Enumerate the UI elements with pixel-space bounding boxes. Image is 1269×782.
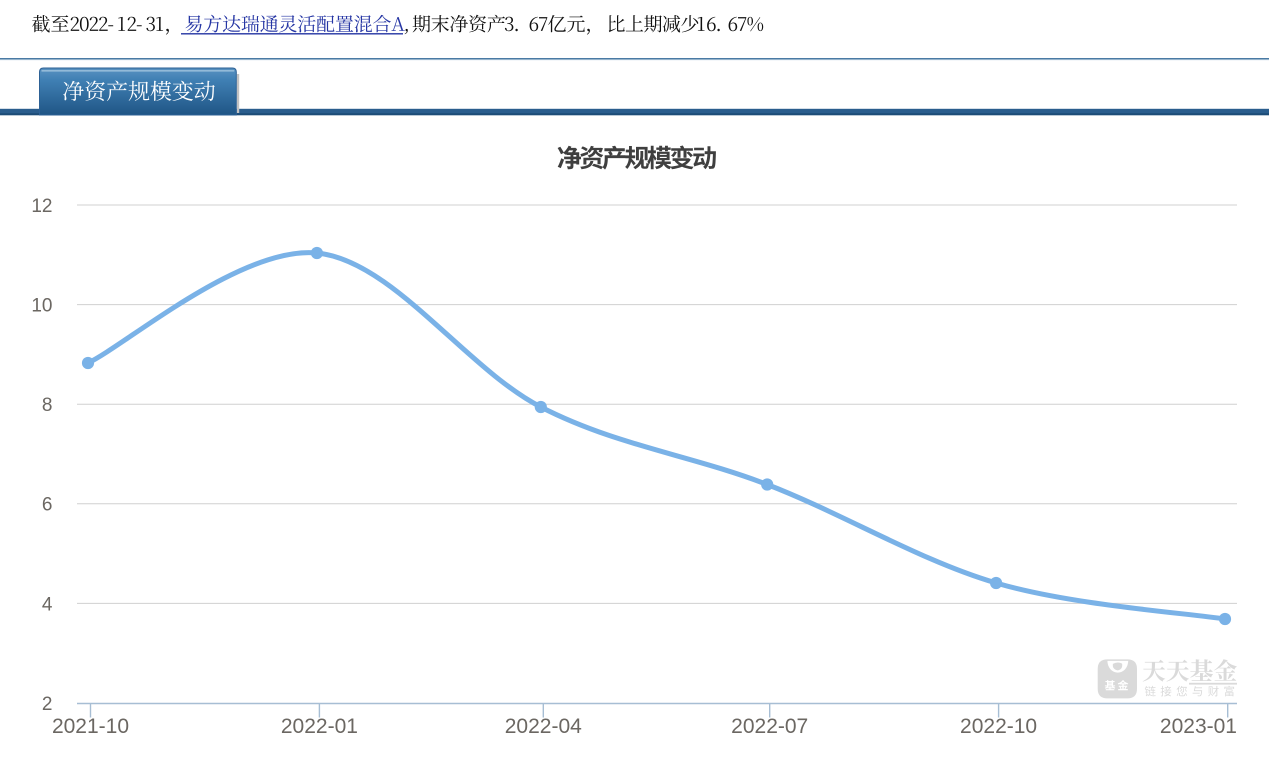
svg-text:2022-01: 2022-01: [281, 715, 358, 738]
svg-text:10: 10: [31, 296, 52, 317]
svg-text:6: 6: [42, 495, 53, 516]
svg-text:4: 4: [42, 594, 53, 615]
svg-text:2021-10: 2021-10: [52, 715, 129, 738]
svg-text:2023-01: 2023-01: [1160, 715, 1237, 738]
svg-text:2022-10: 2022-10: [960, 715, 1037, 738]
svg-text:2022-07: 2022-07: [731, 715, 808, 738]
svg-text:8: 8: [42, 395, 53, 416]
svg-text:2: 2: [42, 694, 53, 715]
svg-text:2022-04: 2022-04: [505, 715, 582, 738]
svg-text:12: 12: [31, 196, 52, 217]
